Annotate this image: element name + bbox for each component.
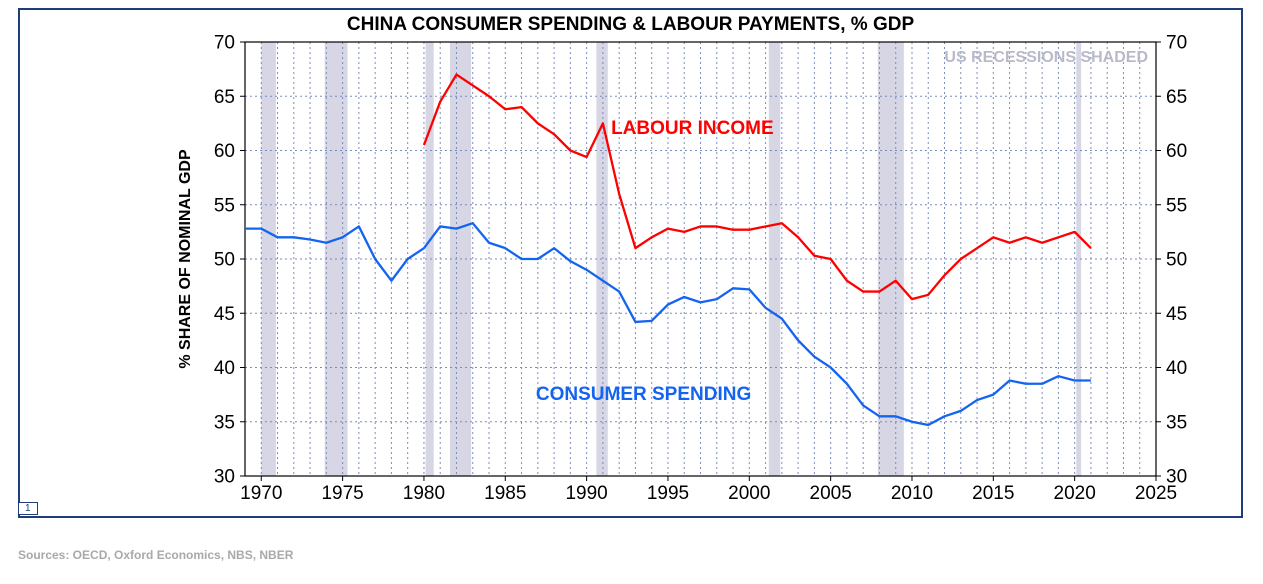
- x-tick-label: 1980: [403, 483, 445, 504]
- recession-band: [261, 42, 276, 476]
- labour-income-line: [424, 75, 1091, 300]
- consumer-spending-label: CONSUMER SPENDING: [536, 384, 751, 405]
- recession-label: US RECESSIONS SHADED: [944, 49, 1148, 66]
- x-tick-label: 1990: [565, 483, 607, 504]
- x-tick-label: 1995: [647, 483, 689, 504]
- x-tick-label: 2015: [972, 483, 1014, 504]
- y-tick-label-left: 30: [214, 467, 235, 488]
- page-root: CHINA CONSUMER SPENDING & LABOUR PAYMENT…: [0, 0, 1263, 584]
- x-tick-label: 2010: [891, 483, 933, 504]
- y-axis-label: % SHARE OF NOMINAL GDP: [177, 149, 194, 369]
- y-tick-label-left: 55: [214, 195, 235, 216]
- y-tick-label-right: 35: [1166, 412, 1187, 433]
- y-tick-label-right: 40: [1166, 358, 1187, 379]
- x-tick-label: 2020: [1054, 483, 1096, 504]
- y-tick-label-left: 50: [214, 250, 235, 271]
- sources-footnote: Sources: OECD, Oxford Economics, NBS, NB…: [18, 548, 293, 562]
- x-tick-label: 2025: [1135, 483, 1177, 504]
- y-tick-label-left: 60: [214, 141, 235, 162]
- y-tick-label-right: 60: [1166, 141, 1187, 162]
- x-tick-label: 2005: [810, 483, 852, 504]
- page-number-badge: 1: [18, 502, 38, 515]
- x-tick-label: 1975: [321, 483, 363, 504]
- x-tick-label: 2000: [728, 483, 770, 504]
- chart-panel: CHINA CONSUMER SPENDING & LABOUR PAYMENT…: [18, 8, 1243, 518]
- y-tick-label-right: 55: [1166, 195, 1187, 216]
- y-tick-label-left: 65: [214, 87, 235, 108]
- chart-title: CHINA CONSUMER SPENDING & LABOUR PAYMENT…: [20, 14, 1241, 36]
- chart-svg: 3035404550556065703035404550556065701970…: [20, 10, 1241, 516]
- y-tick-label-right: 45: [1166, 304, 1187, 325]
- x-tick-label: 1985: [484, 483, 526, 504]
- y-tick-label-left: 35: [214, 412, 235, 433]
- y-tick-label-right: 65: [1166, 87, 1187, 108]
- y-tick-label-left: 45: [214, 304, 235, 325]
- labour-income-label: LABOUR INCOME: [611, 118, 774, 139]
- y-tick-label-right: 50: [1166, 250, 1187, 271]
- y-tick-label-left: 40: [214, 358, 235, 379]
- x-tick-label: 1970: [240, 483, 282, 504]
